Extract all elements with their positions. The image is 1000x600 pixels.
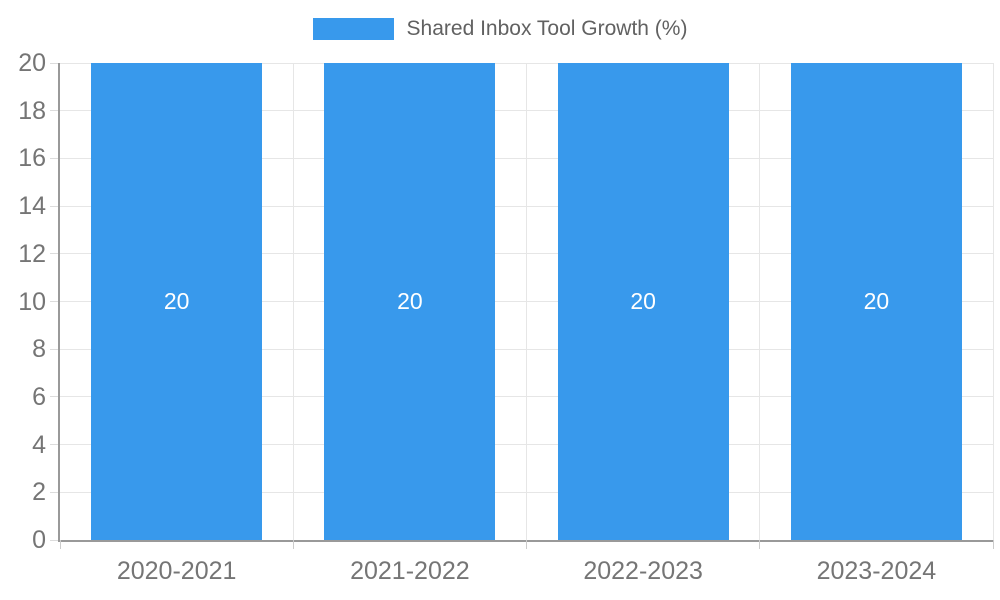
vertical-gridline <box>992 63 994 540</box>
y-tick-label: 18 <box>18 96 46 125</box>
bar[interactable]: 20 <box>91 63 263 540</box>
y-axis-tick <box>50 491 58 493</box>
y-tick-label: 2 <box>32 478 46 507</box>
x-axis-tick <box>292 540 294 549</box>
y-tick-label: 12 <box>18 239 46 268</box>
bar[interactable]: 20 <box>790 63 962 540</box>
vertical-gridline <box>759 63 761 540</box>
y-tick-label: 4 <box>32 430 46 459</box>
bar-value-label: 20 <box>397 288 423 314</box>
x-axis-line <box>58 540 993 542</box>
plot-area: 20 20 20 20 0 2 4 6 8 10 12 14 16 18 20 2020-2021 2021-… <box>18 49 994 585</box>
x-axis-tick <box>59 540 61 549</box>
bar[interactable]: 20 <box>557 63 729 540</box>
chart-legend: Shared Inbox Tool Growth (%) <box>0 17 1000 41</box>
y-tick-label: 16 <box>18 144 46 173</box>
vertical-gridline <box>526 63 527 540</box>
y-axis-tick <box>50 539 58 541</box>
y-tick-label: 10 <box>18 287 46 316</box>
y-axis-tick <box>50 110 58 112</box>
bar-value-label: 20 <box>163 288 190 314</box>
y-tick-label: 8 <box>32 335 46 364</box>
y-tick-label: 6 <box>32 382 46 411</box>
y-tick-label: 14 <box>18 192 46 221</box>
bar-value-label: 20 <box>863 288 890 314</box>
x-tick-label: 2022-2023 <box>583 557 703 585</box>
bar-value-label: 20 <box>630 288 656 314</box>
y-axis-tick <box>50 62 58 64</box>
y-tick-label: 20 <box>18 49 46 77</box>
x-tick-label: 2021-2022 <box>350 557 470 585</box>
y-axis-tick <box>50 253 58 255</box>
x-axis-tick <box>759 540 761 549</box>
bar[interactable]: 20 <box>324 63 496 540</box>
legend-label: Shared Inbox Tool Growth (%) <box>406 17 688 40</box>
x-tick-label: 2020-2021 <box>116 557 237 585</box>
x-tick-label: 2023-2024 <box>816 557 937 585</box>
y-axis-tick <box>50 205 58 207</box>
y-axis-tick <box>50 301 58 302</box>
y-axis-tick <box>50 396 58 398</box>
vertical-gridline <box>292 63 294 540</box>
y-axis-tick <box>50 444 58 446</box>
x-axis-tick <box>526 540 527 549</box>
y-axis-line <box>58 63 60 540</box>
y-axis-tick <box>50 157 58 159</box>
y-tick-label: 0 <box>32 526 46 554</box>
legend-swatch-icon <box>312 18 394 40</box>
x-axis-tick <box>992 540 994 549</box>
y-axis-tick <box>50 348 58 350</box>
legend-item[interactable]: Shared Inbox Tool Growth (%) <box>312 17 688 41</box>
